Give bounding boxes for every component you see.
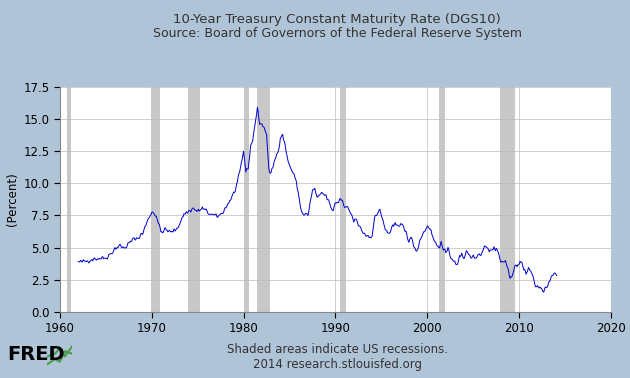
Text: FRED: FRED xyxy=(8,345,65,364)
Bar xyxy=(244,87,249,312)
Text: 10-Year Treasury Constant Maturity Rate (DGS10): 10-Year Treasury Constant Maturity Rate … xyxy=(173,13,501,26)
Bar xyxy=(258,87,270,312)
Bar xyxy=(439,87,445,312)
Bar xyxy=(340,87,347,312)
Text: Source: Board of Governors of the Federal Reserve System: Source: Board of Governors of the Federa… xyxy=(152,27,522,40)
Text: 2014 research.stlouisfed.org: 2014 research.stlouisfed.org xyxy=(253,358,421,371)
Bar xyxy=(500,87,515,312)
Text: Shaded areas indicate US recessions.: Shaded areas indicate US recessions. xyxy=(227,343,447,356)
Bar xyxy=(151,87,160,312)
Bar xyxy=(67,87,71,312)
Bar xyxy=(188,87,200,312)
Y-axis label: (Percent): (Percent) xyxy=(6,172,19,226)
